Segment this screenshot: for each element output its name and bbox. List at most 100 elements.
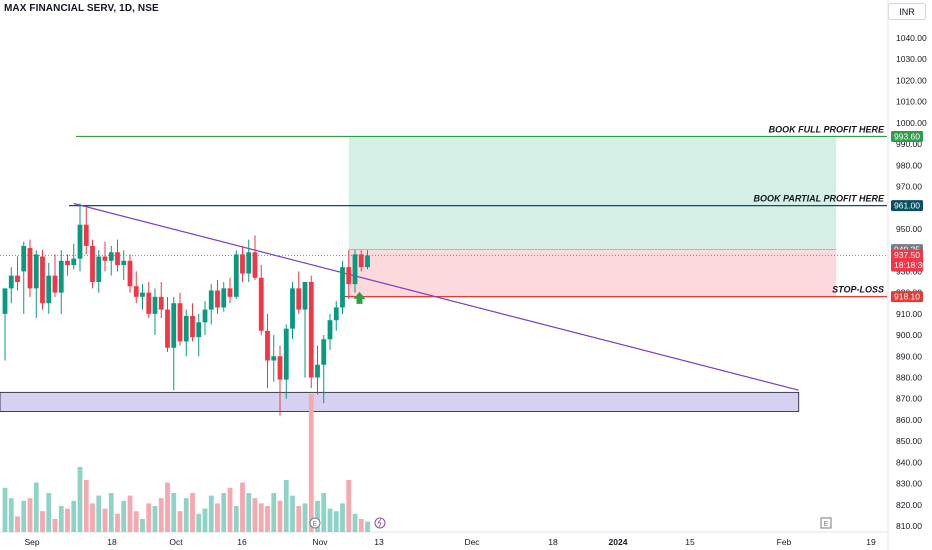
- candle-body: [240, 254, 245, 274]
- candle-body: [71, 258, 77, 266]
- volume-bar: [277, 500, 283, 532]
- volume-bar: [96, 495, 102, 532]
- price-tag-label: 961.00: [894, 201, 920, 211]
- x-tick-label: 2024: [609, 537, 628, 547]
- candle-body: [233, 254, 239, 297]
- y-tick-label: 1000.00: [896, 118, 927, 128]
- volume-bar: [27, 498, 33, 532]
- x-tick-label: Sep: [24, 537, 39, 547]
- y-tick-label: 1020.00: [896, 75, 927, 85]
- x-tick-label: 13: [374, 537, 384, 547]
- level-label: BOOK FULL PROFIT HERE: [769, 124, 885, 134]
- volume-bar: [265, 506, 270, 532]
- volume-bar: [352, 513, 358, 532]
- price-tag: [891, 291, 923, 303]
- y-tick-label: 970.00: [896, 182, 922, 192]
- candle-body: [227, 288, 233, 297]
- candle-body: [2, 288, 8, 314]
- y-tick-label: 830.00: [896, 479, 922, 489]
- candle-body: [90, 245, 95, 282]
- volume-bar: [15, 516, 20, 532]
- volume-bar: [46, 493, 52, 532]
- volume-bar: [221, 493, 227, 532]
- candle-body: [315, 364, 320, 378]
- y-tick-label: 880.00: [896, 372, 922, 382]
- price-tag: [891, 249, 923, 272]
- candle-body: [340, 267, 345, 308]
- x-tick-label: 18: [107, 537, 117, 547]
- price-tag: [891, 200, 923, 212]
- chart-title: MAX FINANCIAL SERV, 1D, NSE: [4, 3, 159, 14]
- candle-body: [208, 290, 214, 310]
- x-tick-label: 19: [866, 537, 876, 547]
- candle-body: [183, 315, 189, 342]
- candle-body: [246, 252, 252, 274]
- volume-bar: [2, 487, 8, 532]
- x-tick-label: Oct: [169, 537, 183, 547]
- volume-bar: [296, 506, 302, 532]
- volume-bar: [302, 503, 308, 532]
- volume-bar: [108, 493, 114, 532]
- volume-bar: [215, 503, 220, 532]
- candle-body: [321, 339, 327, 365]
- y-tick-label: 980.00: [896, 160, 922, 170]
- volume-bar: [40, 511, 45, 532]
- volume-bar: [315, 500, 320, 532]
- volume-bar: [102, 508, 108, 532]
- volume-bar: [227, 487, 233, 532]
- candle-body: [40, 256, 45, 304]
- volume-bar: [308, 394, 314, 532]
- countdown-label: 18:18:30: [894, 260, 927, 270]
- candle-body: [108, 252, 114, 261]
- volume-bar: [52, 519, 58, 532]
- volume-bar: [190, 493, 195, 532]
- volume-bar: [327, 508, 333, 532]
- candle-body: [277, 356, 283, 380]
- y-tick-label: 1010.00: [896, 97, 927, 107]
- candle-body: [146, 292, 152, 314]
- volume-bar: [71, 500, 77, 532]
- candle-body: [140, 292, 145, 297]
- candle-body: [165, 309, 170, 348]
- volume-bar: [246, 493, 252, 532]
- volume-bar: [271, 493, 277, 532]
- candle-body: [258, 277, 264, 331]
- level-label: STOP-LOSS: [832, 285, 884, 295]
- candle-body: [21, 245, 27, 272]
- candle-body: [46, 275, 52, 304]
- candle-body: [265, 330, 270, 361]
- candle-body: [65, 260, 70, 266]
- volume-bar: [196, 513, 202, 532]
- y-tick-label: 810.00: [896, 521, 922, 531]
- profit-zone: [348, 136, 837, 250]
- volume-bar: [333, 511, 339, 532]
- candle-body: [202, 309, 208, 323]
- y-tick-label: 860.00: [896, 415, 922, 425]
- y-tick-label: 990.00: [896, 139, 922, 149]
- candle-body: [215, 290, 220, 308]
- price-tag-label: 937.50: [894, 250, 920, 260]
- volume-bar: [133, 511, 139, 532]
- x-tick-label: 18: [548, 537, 558, 547]
- y-tick-label: 910.00: [896, 309, 922, 319]
- y-tick-label: 890.00: [896, 351, 922, 361]
- volume-bar: [115, 513, 120, 532]
- volume-bar: [158, 498, 164, 532]
- candle-body: [115, 252, 120, 266]
- candle-body: [346, 267, 352, 285]
- loss-zone: [348, 249, 837, 297]
- candle-body: [196, 322, 202, 338]
- candle-body: [177, 303, 183, 342]
- candle-body: [121, 260, 127, 266]
- candle-body: [327, 320, 333, 340]
- volume-bar: [321, 493, 327, 532]
- y-tick-label: 1030.00: [896, 54, 927, 64]
- candle-body: [308, 282, 314, 378]
- volume-bar: [90, 503, 95, 532]
- candle-body: [77, 224, 83, 259]
- volume-bar: [146, 503, 152, 532]
- candle-body: [27, 248, 33, 289]
- candle-body: [283, 328, 289, 380]
- volume-bar: [171, 493, 177, 532]
